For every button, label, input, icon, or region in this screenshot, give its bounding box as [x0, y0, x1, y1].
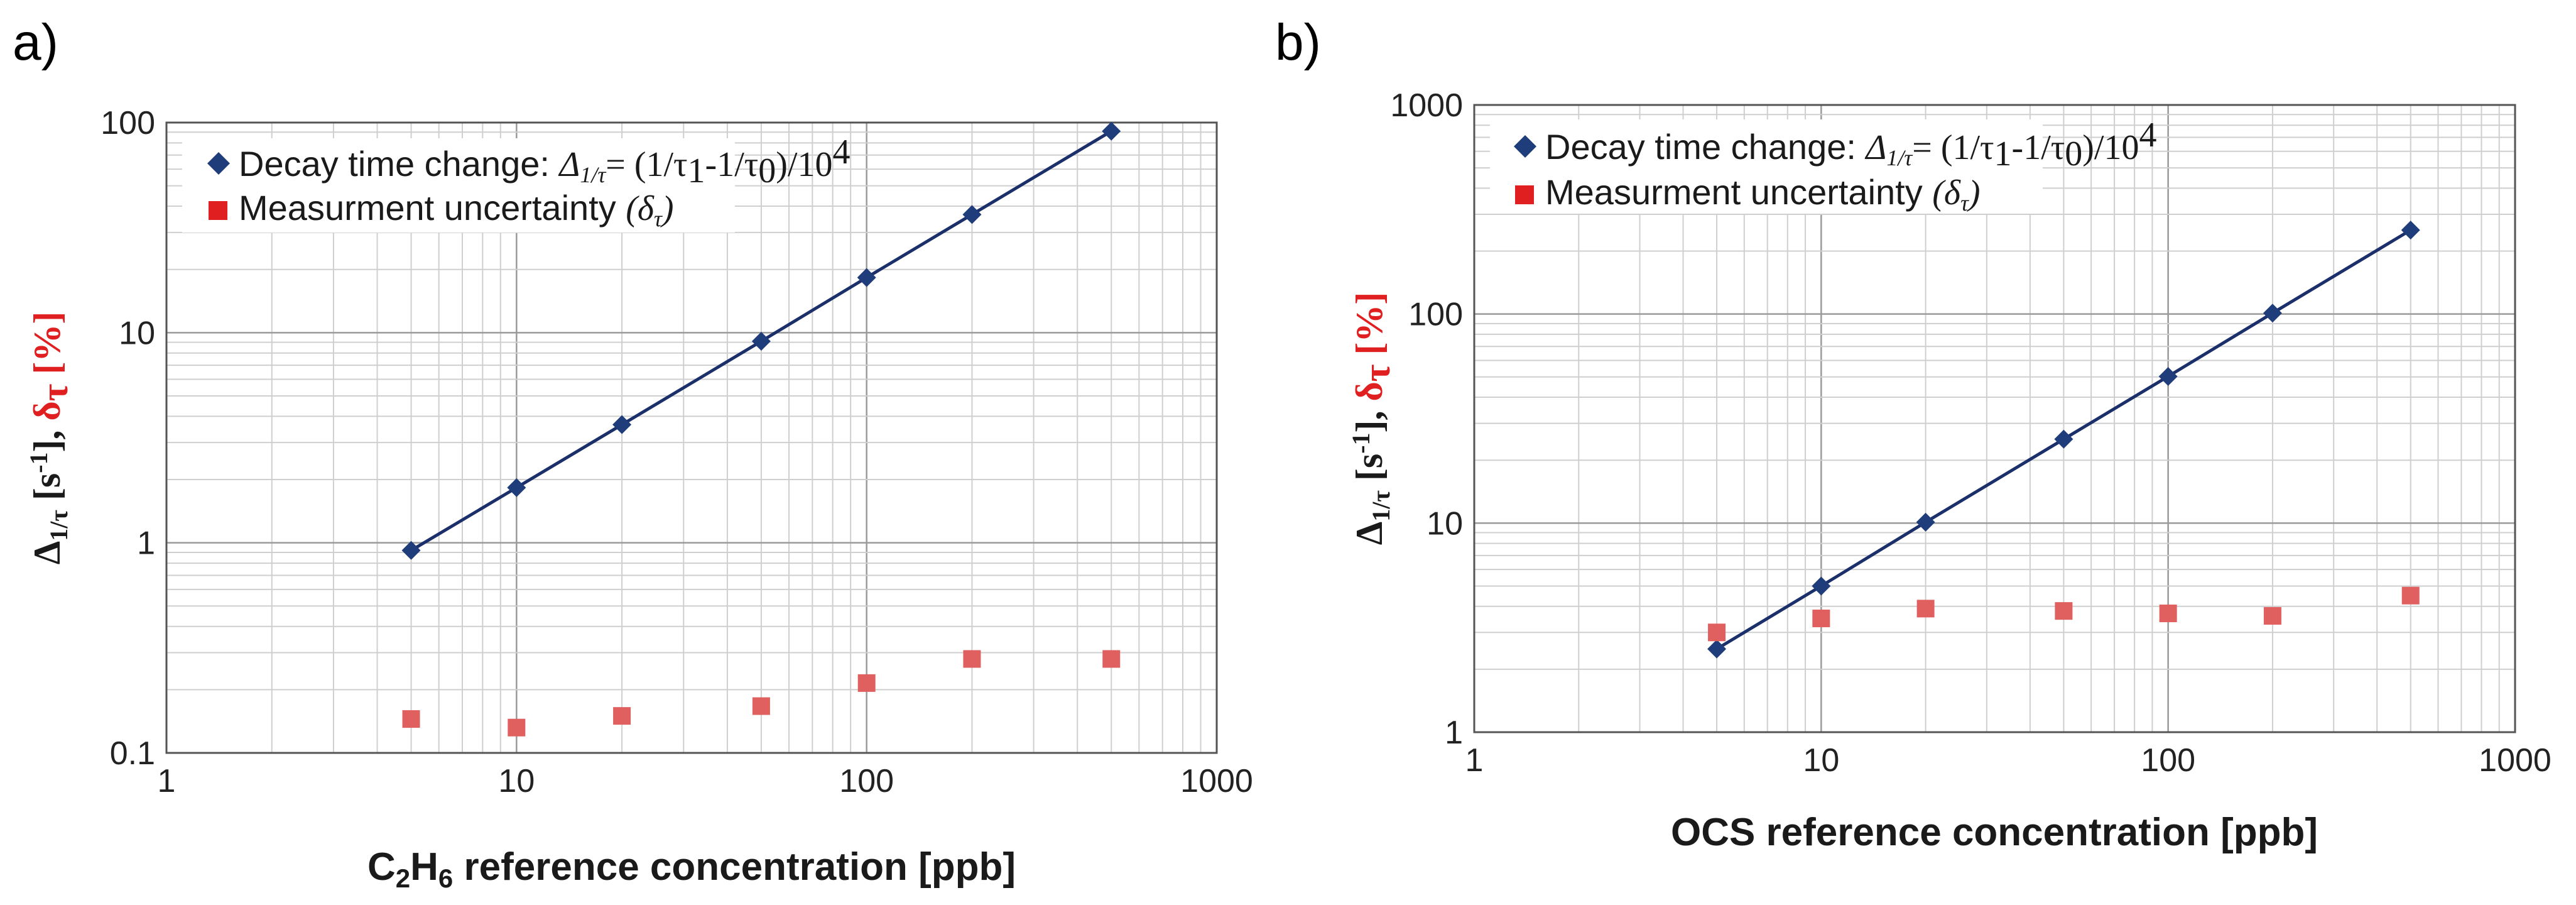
x-tick-label: 1000: [1180, 763, 1253, 799]
diamond-point: [857, 268, 876, 287]
panel-label-a: a): [13, 14, 58, 71]
square-point: [1812, 610, 1830, 628]
square-point: [857, 674, 876, 692]
diamond-point: [2158, 366, 2178, 386]
y-tick-label: 1000: [1390, 87, 1463, 124]
square-point: [2055, 602, 2073, 620]
x-tick-label: 1000: [2479, 742, 2552, 779]
legend-diamond-marker-a: [207, 152, 230, 175]
diamond-point: [1102, 121, 1121, 141]
x-tick-label: 10: [498, 763, 535, 799]
legend-series2-a: Measurment uncertainty (δτ): [239, 188, 674, 231]
y-tick-label: 10: [119, 315, 155, 351]
legend-square-marker-b: [1515, 185, 1534, 204]
legend-b: Decay time change: Δ1/τ= (1/τ1-1/τ0)/104…: [1490, 116, 2156, 216]
legend-diamond-marker-b: [1514, 135, 1536, 158]
ticks-b: 1 10 100 1000 1 10 100 1000: [1390, 87, 2552, 779]
x-axis-label-a: C2H6 reference concentration [ppb]: [367, 845, 1016, 893]
diamond-point: [401, 540, 421, 560]
y-axis-label-a: Δ1/τ [s-1], δτ [%]: [24, 312, 75, 565]
square-point: [1916, 600, 1935, 618]
square-point: [402, 710, 420, 728]
diamond-point: [1812, 576, 1831, 596]
square-point: [508, 718, 526, 737]
marks-a: [401, 121, 1121, 737]
legend-box-b: [1490, 119, 2043, 214]
square-point: [752, 697, 770, 715]
diamond-point: [2263, 304, 2282, 323]
y-axis-label-b: Δ1/τ [s-1], δτ [%]: [1347, 292, 1398, 546]
diamond-point: [507, 478, 526, 497]
legend-square-marker-a: [209, 201, 227, 220]
square-point: [613, 707, 631, 725]
square-point: [2401, 586, 2420, 605]
plot-frame-b: [1473, 104, 2516, 733]
y-tick-label: 100: [1408, 297, 1463, 333]
x-tick-label: 100: [2141, 742, 2195, 779]
legend-series1-a: Decay time change: Δ1/τ= (1/τ1-1/τ0)/104: [239, 133, 850, 190]
diamond-point: [612, 415, 632, 434]
diamond-point: [962, 205, 982, 224]
x-tick-label: 1: [1465, 742, 1484, 779]
legend-series2-b: Measurment uncertainty (δτ): [1545, 172, 1981, 216]
diamond-point: [751, 332, 771, 351]
diamond-point: [2054, 429, 2073, 449]
y-tick-label: 0.1: [110, 735, 155, 772]
diamond-point: [1916, 512, 1935, 532]
panel-b: b) 1 10 100 1000 1 10 100 1000 Decay time chang…: [1275, 14, 2552, 854]
y-tick-label: 10: [1427, 505, 1463, 542]
marks-b: [1707, 221, 2420, 659]
legend-box-a: [182, 138, 735, 233]
x-tick-label: 1: [158, 763, 176, 799]
y-tick-label: 1: [1445, 715, 1463, 751]
diamond-point: [1707, 639, 1727, 659]
x-axis-label-b: OCS reference concentration [ppb]: [1671, 811, 2318, 854]
square-point: [2159, 604, 2177, 622]
y-tick-label: 1: [137, 525, 155, 562]
square-point: [963, 650, 981, 668]
plot-frame-a: [165, 121, 1218, 754]
panel-label-b: b): [1275, 14, 1321, 71]
legend-a: Decay time change: Δ1/τ= (1/τ1-1/τ0)/104…: [182, 133, 850, 233]
x-tick-label: 10: [1803, 742, 1839, 779]
square-point: [1708, 623, 1726, 642]
square-point: [2263, 606, 2281, 625]
y-tick-label: 100: [101, 105, 155, 141]
diamond-point: [2401, 221, 2420, 240]
legend-series1-b: Decay time change: Δ1/τ= (1/τ1-1/τ0)/104: [1545, 116, 2156, 173]
square-point: [1102, 650, 1121, 668]
x-tick-label: 100: [839, 763, 894, 799]
